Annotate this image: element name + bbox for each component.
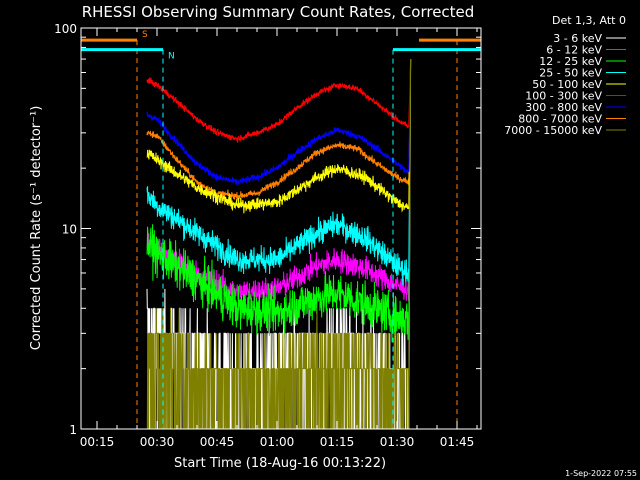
x-tick-label-5: 01:30: [380, 435, 415, 449]
chart-title: RHESSI Observing Summary Count Rates, Co…: [82, 3, 475, 21]
x-tick-label-0: 00:15: [80, 435, 115, 449]
legend-label-6: 300 - 800 keV: [525, 101, 602, 114]
flags-layer: SN: [81, 30, 481, 429]
flag-label-0: S: [142, 30, 148, 40]
axes-layer: 00:15 00:30 00:45 01:00 01:15 01:30 01:45 1 10 10…: [54, 22, 481, 449]
legend-label-3: 25 - 50 keV: [539, 67, 602, 80]
legend-label-1: 6 - 12 keV: [546, 44, 602, 57]
y-tick-label-0: 1: [69, 423, 77, 437]
x-tick-label-1: 00:30: [140, 435, 175, 449]
flag-label-1: N: [168, 52, 175, 62]
y-tick-label-1: 10: [62, 223, 77, 237]
legend-label-7: 800 - 7000 keV: [518, 113, 602, 126]
series-line-6: [146, 59, 412, 185]
x-tick-label-3: 01:00: [260, 435, 295, 449]
series-line-7: [146, 59, 412, 201]
x-tick-label-2: 00:45: [200, 435, 235, 449]
y-tick-label-2: 100: [54, 22, 77, 36]
legend-label-0: 3 - 6 keV: [553, 32, 602, 45]
series-line-4: [146, 59, 412, 214]
footer-timestamp: 1-Sep-2022 07:55: [565, 469, 637, 478]
legend-title: Det 1,3, Att 0: [552, 14, 626, 27]
series-line-3: [146, 59, 412, 286]
series-line-5: [146, 59, 412, 143]
y-axis-label: Corrected Count Rate (s⁻¹ detector⁻¹): [29, 106, 44, 351]
series-line-2: [146, 59, 412, 343]
x-tick-label-4: 01:15: [320, 435, 355, 449]
series-layer: [146, 59, 412, 430]
legend-label-4: 50 - 100 keV: [532, 78, 602, 91]
legend-label-2: 12 - 25 keV: [539, 55, 602, 68]
legend-label-5: 100 - 300 keV: [525, 90, 602, 103]
legend-label-8: 7000 - 15000 keV: [504, 124, 602, 137]
x-tick-label-6: 01:45: [440, 435, 475, 449]
x-axis-label: Start Time (18-Aug-16 00:13:22): [174, 456, 386, 471]
